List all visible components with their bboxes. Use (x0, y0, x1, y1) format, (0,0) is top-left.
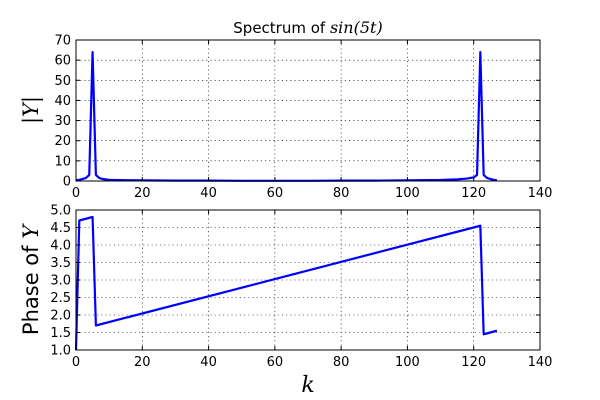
bottom-y-tick-label: 3.0 (50, 274, 71, 289)
bottom-x-tick-label: 80 (333, 355, 350, 370)
top-y-tick-label: 0 (63, 175, 71, 190)
top-series-line (75, 50, 498, 182)
bottom-x-tick-label: 140 (528, 355, 553, 370)
bottom-y-tick-label: 3.5 (50, 256, 71, 271)
top-x-tick-label: 120 (461, 186, 486, 201)
bottom-y-tick-label: 1.5 (50, 326, 71, 341)
top-x-tick-label: 100 (395, 186, 420, 201)
bottom-x-tick-label: 0 (72, 355, 80, 370)
bottom-x-tick-label: 20 (134, 355, 151, 370)
bottom-x-tick-label: 40 (200, 355, 217, 370)
top-x-tick-label: 140 (528, 186, 553, 201)
bottom-y-tick-label: 5.0 (50, 204, 71, 219)
bottom-y-tick-label: 4.5 (50, 221, 71, 236)
bottom-ylabel: Phase of Y (19, 223, 43, 335)
bottom-x-tick-label: 100 (395, 355, 420, 370)
bottom-y-tick-label: 2.5 (50, 291, 71, 306)
top-x-tick-label: 60 (267, 186, 284, 201)
bottom-y-tick-label: 1.0 (50, 344, 71, 359)
chart-title: Spectrum of sin(5t) (233, 18, 382, 37)
top-y-tick-label: 30 (54, 114, 71, 129)
top-y-tick-label: 10 (54, 154, 71, 169)
bottom-y-tick-label: 2.0 (50, 309, 71, 324)
bottom-x-tick-label: 120 (461, 355, 486, 370)
bottom-y-tick-label: 4.0 (50, 239, 71, 254)
top-y-tick-label: 70 (54, 34, 71, 49)
top-axes-frame (75, 39, 541, 182)
top-y-tick-label: 20 (54, 134, 71, 149)
top-y-tick-label: 60 (54, 54, 71, 69)
bottom-series-line (74, 215, 498, 351)
top-x-tick-label: 40 (200, 186, 217, 201)
x-axis-label: k (301, 373, 314, 398)
top-y-tick-label: 40 (54, 94, 71, 109)
top-y-tick-label: 50 (54, 74, 71, 89)
phase-subplot: 0 20 40 60 80 100 120 140 1.0 1.5 2.0 2.5 3.0 3.5 4.0 4… (50, 204, 552, 371)
top-x-tick-label: 20 (134, 186, 151, 201)
magnitude-subplot: 0 20 40 60 80 100 120 140 0 10 20 30 40 50 60 70 (54, 34, 552, 202)
top-x-tick-label: 80 (333, 186, 350, 201)
top-ylabel: |Y| (19, 96, 44, 124)
top-x-tick-label: 0 (72, 186, 80, 201)
bottom-x-tick-label: 60 (267, 355, 284, 370)
